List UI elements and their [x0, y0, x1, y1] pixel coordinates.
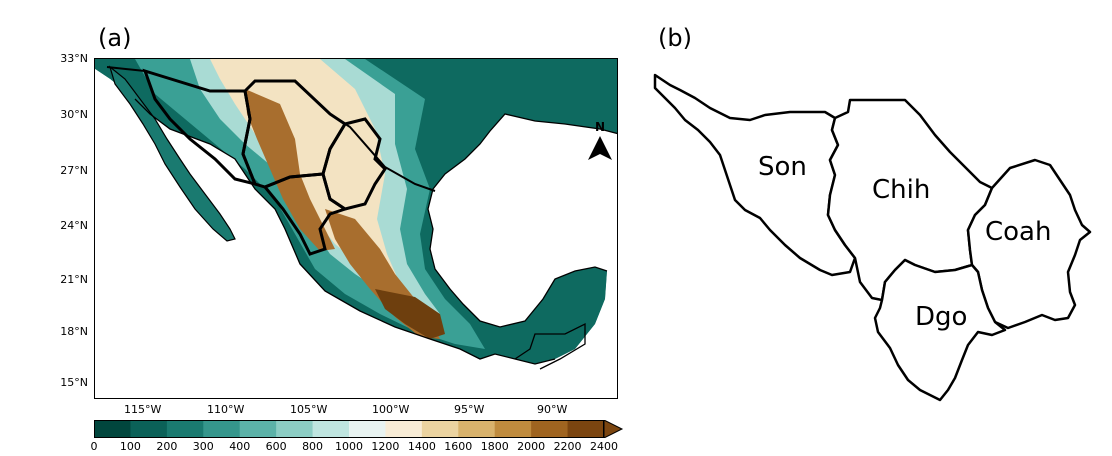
lon-label: 110°W — [207, 403, 245, 416]
colorbar-tick-labels: 0 100 200 300 400 600 800 1000 1200 1400 1600 1800 2… — [91, 440, 624, 454]
lat-label: 27°N — [60, 164, 88, 177]
lon-label: 100°W — [372, 403, 410, 416]
lat-label: 18°N — [60, 325, 88, 338]
state-coahuila-outline — [321, 117, 387, 211]
north-arrow-label: N — [594, 120, 606, 134]
state-durango-shape — [873, 258, 1007, 402]
lon-label: 90°W — [537, 403, 568, 416]
colorbar-segment — [276, 420, 314, 438]
volcanic-belt — [375, 289, 445, 339]
panel-a-label: (a) — [98, 24, 132, 52]
colorbar-tick-label: 1600 — [444, 440, 473, 453]
coastline — [427, 113, 617, 328]
lon-label: 105°W — [290, 403, 328, 416]
study-area-map: Son Chih Coah Dgo — [653, 73, 1092, 402]
elevation-map — [94, 58, 618, 399]
elevation-colorbar — [94, 420, 624, 438]
colorbar-tick-label: 800 — [302, 440, 324, 453]
colorbar-segment — [385, 420, 423, 438]
north-arrow-icon — [588, 136, 612, 160]
lat-label: 30°N — [60, 108, 88, 121]
lat-label: 15°N — [60, 376, 88, 389]
colorbar-tick-label: 0 — [90, 440, 98, 453]
lat-label: 24°N — [60, 219, 88, 232]
colorbar-extend-arrow — [603, 420, 624, 438]
colorbar-tick-label: 1000 — [335, 440, 363, 453]
yucatan-peninsula — [535, 267, 607, 359]
colorbar-tick-label: 100 — [119, 440, 141, 453]
colorbar-tick-label: 300 — [192, 440, 214, 453]
colorbar-segment — [94, 420, 131, 438]
colorbar-tick-label: 400 — [229, 440, 251, 453]
colorbar-tick-label: 200 — [156, 440, 178, 453]
colorbar-segment — [567, 420, 605, 438]
colorbar-segment — [239, 420, 277, 438]
colorbar-tick-label: 2200 — [553, 440, 582, 453]
state-sonora-outline — [142, 68, 258, 187]
baja-coastline — [108, 65, 236, 242]
colorbar-tick-label: 2000 — [517, 440, 546, 453]
colorbar-outline — [94, 420, 604, 438]
state-label-son: Son — [758, 152, 807, 182]
colorbar-segment — [458, 420, 496, 438]
guatemala-border — [514, 322, 586, 370]
lon-label: 115°W — [124, 403, 162, 416]
state-durango-outline — [262, 172, 349, 256]
state-sonora-shape — [653, 73, 857, 277]
panel-b-label: (b) — [658, 24, 692, 52]
state-coahuila-shape — [966, 158, 1092, 330]
colorbar-tick-label: 1200 — [371, 440, 400, 453]
colorbar-segment — [494, 420, 532, 438]
colorbar-tick-label: 1400 — [407, 440, 436, 453]
colorbar-tick-label: 600 — [265, 440, 287, 453]
colorbar-segment — [531, 420, 569, 438]
elevation-map-canvas — [95, 59, 617, 398]
baja-peninsula-top — [110, 67, 235, 241]
lat-label: 33°N — [60, 52, 88, 65]
colorbar-segment — [130, 420, 168, 438]
pacific-coastline — [134, 98, 556, 365]
state-label-dgo: Dgo — [915, 302, 967, 332]
colorbar-segment — [312, 420, 350, 438]
pacific-ocean — [95, 69, 617, 398]
colorbar-segment — [349, 420, 386, 438]
colorbar-segment — [166, 420, 204, 438]
lat-label: 21°N — [60, 273, 88, 286]
state-label-coah: Coah — [985, 217, 1051, 247]
lon-label: 95°W — [454, 403, 485, 416]
colorbar-tick-label: 1800 — [480, 440, 509, 453]
sierra-madre-occidental — [245, 89, 335, 251]
state-label-chih: Chih — [872, 175, 930, 205]
gulf-of-mexico — [428, 114, 617, 327]
colorbar-tick-label: 2400 — [590, 440, 618, 453]
colorbar-segment — [421, 420, 459, 438]
colorbar-segment — [203, 420, 241, 438]
